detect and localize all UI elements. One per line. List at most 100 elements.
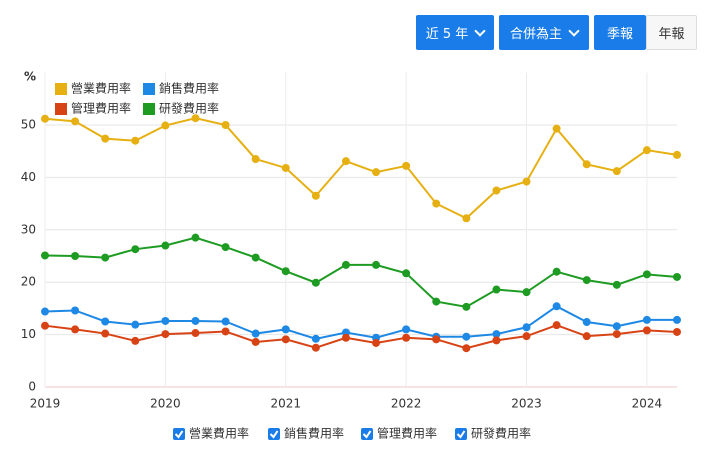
- quarterly-button[interactable]: 季報: [594, 15, 646, 50]
- point: [552, 267, 561, 276]
- point: [432, 199, 441, 208]
- legend-swatch: [55, 103, 67, 115]
- point: [492, 285, 501, 294]
- line: [44, 305, 677, 340]
- annual-button[interactable]: 年報: [646, 15, 697, 50]
- point: [552, 124, 561, 133]
- x-tick-label: 2022: [391, 397, 422, 411]
- check-mark: [269, 430, 279, 439]
- y-axis-label: %: [24, 70, 36, 84]
- point: [41, 251, 49, 260]
- point: [191, 114, 200, 123]
- y-tick-label: 50: [21, 118, 36, 132]
- point: [462, 214, 471, 223]
- legend-checkbox[interactable]: [455, 428, 467, 440]
- point: [642, 270, 651, 279]
- x-tick-label: 2021: [270, 397, 301, 411]
- point: [492, 186, 501, 195]
- point: [341, 333, 350, 342]
- point: [402, 161, 411, 170]
- legend-label: 營業費用率: [71, 81, 131, 96]
- point: [341, 260, 350, 269]
- check-mark: [362, 430, 372, 439]
- point: [492, 330, 501, 339]
- point: [161, 316, 170, 325]
- point: [311, 343, 320, 352]
- x-tick-label: 2019: [30, 397, 61, 411]
- legend-swatch: [55, 83, 67, 95]
- point: [131, 336, 140, 345]
- point: [462, 344, 471, 353]
- legend-swatch: [143, 83, 155, 95]
- button-label: 季報: [606, 27, 633, 42]
- x-tick-label: 2024: [632, 397, 663, 411]
- legend-swatch: [143, 103, 155, 115]
- point: [402, 269, 411, 278]
- point: [281, 335, 290, 344]
- point: [552, 321, 561, 330]
- point: [71, 252, 80, 260]
- y-tick-label: 30: [21, 222, 36, 236]
- y-tick-label: 40: [21, 170, 36, 184]
- point: [311, 278, 320, 287]
- point: [41, 321, 49, 330]
- y-tick-label: 0: [28, 380, 36, 394]
- point: [41, 114, 49, 123]
- point: [612, 322, 621, 331]
- point: [191, 233, 200, 242]
- legend-label[interactable]: 營業費用率: [189, 426, 249, 441]
- button-label: 年報: [658, 27, 685, 42]
- x-tick-label: 2023: [511, 397, 542, 411]
- legend-label[interactable]: 研發費用率: [471, 426, 531, 441]
- point: [522, 177, 531, 186]
- point: [673, 150, 681, 159]
- point: [101, 253, 110, 262]
- point: [582, 332, 591, 341]
- point: [462, 332, 471, 341]
- legend-checkbox[interactable]: [361, 428, 373, 440]
- point: [642, 326, 651, 335]
- legend-label[interactable]: 管理費用率: [377, 426, 437, 441]
- legend-checkbox[interactable]: [268, 428, 280, 440]
- point: [221, 121, 230, 129]
- point: [311, 334, 320, 343]
- point: [582, 160, 591, 169]
- check-mark: [456, 430, 466, 439]
- line: [44, 236, 678, 308]
- point: [281, 267, 290, 276]
- point: [221, 317, 230, 326]
- point: [281, 163, 290, 172]
- range-button[interactable]: 近 5 年: [416, 15, 494, 50]
- point: [311, 191, 320, 200]
- line: [44, 117, 678, 220]
- point: [372, 260, 381, 269]
- point: [372, 338, 381, 347]
- point: [101, 329, 110, 338]
- point: [462, 302, 471, 311]
- legend-label[interactable]: 銷售費用率: [284, 426, 344, 441]
- point: [221, 327, 230, 336]
- point: [402, 325, 411, 334]
- point: [71, 306, 80, 315]
- point: [131, 136, 140, 145]
- scope-button[interactable]: 合併為主: [499, 15, 589, 50]
- point: [612, 280, 621, 289]
- check-mark: [174, 430, 184, 439]
- legend-label: 銷售費用率: [159, 81, 219, 96]
- point: [642, 146, 651, 155]
- button-label: 近 5 年: [425, 27, 469, 42]
- point: [372, 168, 381, 177]
- point: [552, 302, 561, 311]
- legend-checkbox[interactable]: [173, 428, 185, 440]
- point: [251, 155, 260, 164]
- point: [582, 318, 591, 327]
- point: [432, 335, 441, 344]
- point: [642, 315, 651, 324]
- point: [492, 336, 501, 345]
- point: [251, 329, 260, 338]
- point: [161, 121, 170, 130]
- legend-label: 管理費用率: [71, 101, 131, 116]
- x-tick-label: 2020: [150, 397, 181, 411]
- point: [221, 243, 230, 252]
